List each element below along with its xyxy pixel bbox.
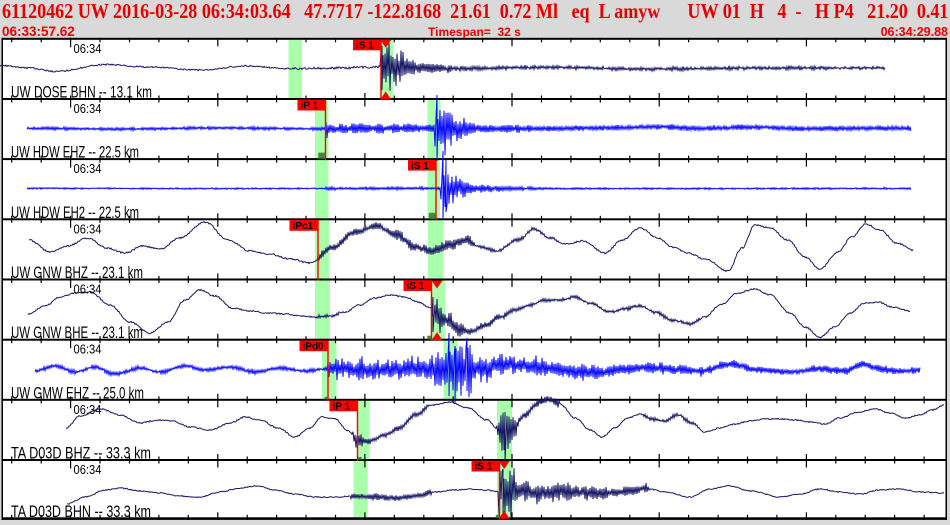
svg-text:06:34: 06:34 — [74, 102, 102, 116]
svg-text:TA D03D BHN -- 33.3 km: TA D03D BHN -- 33.3 km — [11, 502, 151, 520]
svg-text:UW GNW BHE -- 23.1 km: UW GNW BHE -- 23.1 km — [11, 323, 143, 342]
svg-text:iP 1: iP 1 — [333, 402, 351, 413]
svg-text:06:34: 06:34 — [74, 222, 102, 236]
svg-text:06:34: 06:34 — [74, 343, 102, 357]
svg-text:06:34: 06:34 — [74, 162, 102, 176]
svg-text:UW GNW BHZ -- 23.1 km: UW GNW BHZ -- 23.1 km — [11, 263, 143, 282]
svg-text:TA D03D BHZ -- 33.3 km: TA D03D BHZ -- 33.3 km — [11, 444, 151, 463]
svg-text:UW HDW EH2 -- 22.5 km: UW HDW EH2 -- 22.5 km — [11, 203, 139, 222]
svg-text:06:34: 06:34 — [74, 463, 102, 477]
svg-text:iS 1: iS 1 — [475, 462, 493, 473]
svg-text:iS 1: iS 1 — [356, 41, 374, 52]
svg-text:06:34: 06:34 — [74, 403, 102, 417]
svg-text:UW GMW EHZ -- 25.0 km: UW GMW EHZ -- 25.0 km — [11, 383, 144, 402]
svg-text:iPd0: iPd0 — [303, 341, 325, 352]
svg-text:iPc1: iPc1 — [293, 221, 314, 232]
svg-text:iS 1: iS 1 — [407, 281, 425, 292]
svg-text:iP 1: iP 1 — [301, 101, 319, 112]
svg-text:iS 1: iS 1 — [411, 161, 429, 172]
svg-text:UW DOSE BHN -- 13.1 km: UW DOSE BHN -- 13.1 km — [11, 83, 152, 102]
svg-text:UW HDW EHZ -- 22.5 km: UW HDW EHZ -- 22.5 km — [11, 143, 139, 162]
svg-text:06:34: 06:34 — [74, 283, 102, 297]
svg-text:06:34: 06:34 — [74, 42, 102, 56]
